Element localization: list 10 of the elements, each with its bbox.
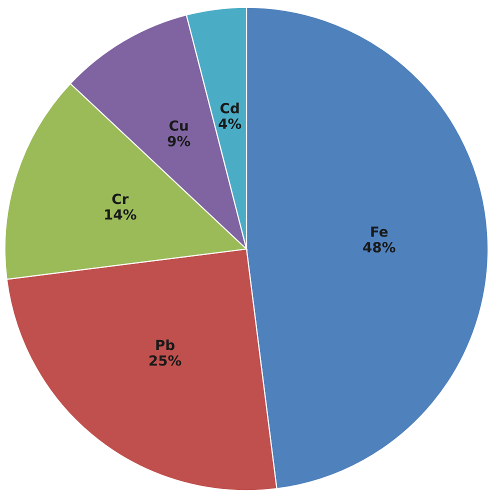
slice-label: Pb bbox=[156, 340, 174, 350]
data-label: 4% bbox=[218, 118, 242, 129]
data-label: 14% bbox=[105, 209, 136, 220]
data-label: 48% bbox=[363, 242, 396, 252]
slice-label: Cd bbox=[220, 102, 239, 114]
slice-label: Cr bbox=[112, 194, 129, 204]
slice-label: Fe bbox=[371, 226, 388, 237]
data-label: 9% bbox=[168, 136, 190, 146]
slice-label: Cu bbox=[170, 120, 188, 131]
data-label: 25% bbox=[150, 355, 182, 366]
